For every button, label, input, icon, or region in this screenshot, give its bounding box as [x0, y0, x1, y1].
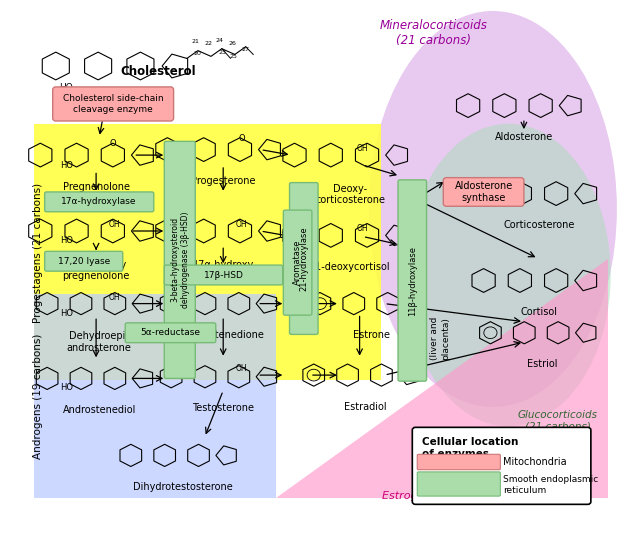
Text: Aromatase: Aromatase — [293, 240, 302, 285]
Text: OH: OH — [357, 224, 368, 233]
FancyBboxPatch shape — [290, 183, 318, 334]
Text: OH: OH — [109, 220, 120, 229]
Text: 17,20 lyase: 17,20 lyase — [58, 257, 110, 266]
Text: (liver and
placenta): (liver and placenta) — [430, 317, 450, 360]
Text: 11β-hydroxylase: 11β-hydroxylase — [408, 245, 417, 316]
Text: 3-beta-hydroxysteroid
dehydrogenase (3β-HSD): 3-beta-hydroxysteroid dehydrogenase (3β-… — [170, 212, 190, 308]
Text: 24: 24 — [216, 38, 224, 43]
Text: Androstenediol: Androstenediol — [63, 405, 136, 415]
Text: 5α-reductase: 5α-reductase — [141, 328, 200, 337]
Text: 21: 21 — [192, 39, 200, 44]
Text: Pregnenolone: Pregnenolone — [63, 182, 130, 191]
FancyBboxPatch shape — [53, 87, 174, 121]
Text: HO: HO — [61, 236, 73, 245]
Text: O: O — [110, 139, 116, 147]
Text: 23: 23 — [219, 51, 227, 56]
Text: Deoxy-
corticosterone: Deoxy- corticosterone — [316, 184, 385, 205]
Text: Progesterone: Progesterone — [191, 176, 255, 186]
Text: HO: HO — [60, 84, 73, 92]
FancyBboxPatch shape — [417, 472, 500, 496]
Ellipse shape — [406, 124, 611, 426]
FancyBboxPatch shape — [125, 323, 216, 343]
Text: Estrone: Estrone — [353, 330, 391, 340]
Text: 11-deoxycortisol: 11-deoxycortisol — [310, 262, 391, 272]
Text: 17α-hydroxy
progesterone: 17α-hydroxy progesterone — [191, 260, 255, 281]
Text: Glucocorticoids
(21 carbons): Glucocorticoids (21 carbons) — [518, 410, 598, 432]
FancyBboxPatch shape — [164, 141, 195, 378]
Text: Cholesterol: Cholesterol — [94, 96, 148, 106]
Text: Estrogens (18 carbons): Estrogens (18 carbons) — [382, 491, 511, 501]
Text: OH: OH — [236, 220, 247, 229]
Text: Aldosterone: Aldosterone — [495, 132, 553, 142]
Text: OH: OH — [357, 144, 368, 153]
Text: 17α-hydroxylase: 17α-hydroxylase — [61, 197, 137, 206]
Text: Mitochondria: Mitochondria — [503, 457, 567, 467]
Text: 20: 20 — [194, 51, 202, 57]
FancyBboxPatch shape — [164, 265, 283, 285]
Bar — [34, 124, 381, 380]
Text: HO: HO — [61, 161, 73, 169]
Text: 17α-hydroxy
pregnenolone: 17α-hydroxy pregnenolone — [63, 260, 130, 281]
Text: Androgens (19 carbons): Androgens (19 carbons) — [33, 333, 43, 459]
FancyBboxPatch shape — [443, 178, 524, 206]
Text: O: O — [239, 134, 245, 143]
FancyBboxPatch shape — [417, 454, 500, 470]
Text: Mineralocorticoids
(21 carbons): Mineralocorticoids (21 carbons) — [380, 19, 488, 47]
FancyBboxPatch shape — [283, 210, 312, 315]
Text: OH: OH — [236, 364, 247, 373]
FancyBboxPatch shape — [45, 192, 154, 212]
Text: HO: HO — [61, 383, 73, 392]
FancyBboxPatch shape — [398, 180, 427, 381]
Text: 26: 26 — [229, 41, 237, 46]
Text: Aldosterone
synthase: Aldosterone synthase — [454, 181, 513, 203]
Polygon shape — [276, 258, 608, 498]
Text: Progestagens (21 carbons): Progestagens (21 carbons) — [33, 183, 43, 323]
Text: 25: 25 — [230, 54, 237, 59]
Text: Dehydroepi-
androsterone: Dehydroepi- androsterone — [67, 331, 131, 353]
Text: OH: OH — [109, 293, 120, 301]
Text: 27: 27 — [242, 47, 250, 52]
Bar — [34, 294, 276, 498]
Text: Estradiol: Estradiol — [345, 402, 387, 411]
Text: Estriol: Estriol — [527, 359, 558, 369]
FancyBboxPatch shape — [412, 427, 591, 504]
Text: Androstenedione: Androstenedione — [182, 330, 265, 340]
Ellipse shape — [369, 11, 617, 407]
Text: Smooth endoplasmic
reticulum: Smooth endoplasmic reticulum — [503, 475, 599, 495]
Text: 22: 22 — [205, 41, 213, 46]
Text: Dihydrotestosterone: Dihydrotestosterone — [133, 482, 232, 492]
Text: Cholesterol: Cholesterol — [120, 65, 196, 78]
Text: 21-hydroxylase: 21-hydroxylase — [299, 226, 308, 291]
Text: 17β-HSD: 17β-HSD — [203, 271, 244, 279]
Text: Cellular location
of enzymes: Cellular location of enzymes — [422, 437, 518, 459]
Text: Cholesterol side-chain
cleavage enzyme: Cholesterol side-chain cleavage enzyme — [63, 94, 164, 114]
Text: Corticosterone: Corticosterone — [503, 220, 575, 230]
Text: HO: HO — [61, 309, 73, 318]
Text: Testosterone: Testosterone — [192, 403, 254, 413]
FancyBboxPatch shape — [45, 251, 123, 271]
Text: Cortisol: Cortisol — [521, 307, 558, 317]
